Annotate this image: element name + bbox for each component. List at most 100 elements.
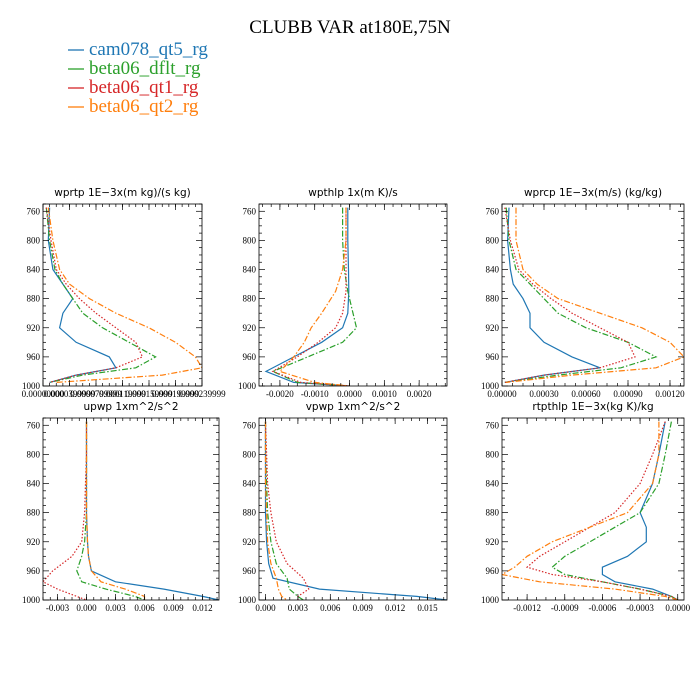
series-0-0 — [47, 207, 117, 383]
chart-title: CLUBB VAR at180E,75N — [249, 17, 451, 38]
ytick-label-5-6: 1000 — [481, 595, 500, 605]
panel-4: vpwp 1xm^2/s^276080084088092096010000.00… — [238, 401, 448, 613]
xtick-label-0-1: 0.0000399999 — [44, 389, 96, 399]
ytick-label-1-4: 920 — [243, 323, 257, 333]
xtick-label-0-5: 0.000199999 — [152, 389, 200, 399]
panel-title-4: vpwp 1xm^2/s^2 — [306, 401, 401, 413]
xtick-label-3-0: -0.003 — [46, 603, 70, 613]
xtick-label-1-3: 0.0010 — [372, 389, 397, 399]
legend-label-3: beta06_qt2_rg — [89, 96, 199, 117]
series-4-0 — [264, 421, 447, 600]
ytick-label-0-3: 880 — [27, 294, 41, 304]
panel-frame-2 — [501, 203, 685, 387]
xtick-label-5-0: -0.0012 — [513, 603, 541, 613]
ytick-label-0-1: 800 — [27, 235, 41, 245]
legend-label-0: cam078_qt5_rg — [89, 39, 208, 60]
ytick-label-1-1: 800 — [243, 235, 257, 245]
xtick-label-4-3: 0.009 — [353, 603, 374, 613]
ytick-label-1-3: 880 — [243, 294, 257, 304]
xtick-label-3-3: 0.006 — [134, 603, 155, 613]
xtick-label-5-2: -0.0006 — [589, 603, 617, 613]
ytick-label-3-1: 800 — [27, 449, 41, 459]
ytick-label-4-5: 960 — [243, 566, 257, 576]
ytick-label-5-3: 880 — [486, 508, 500, 518]
series-3-2 — [43, 421, 88, 600]
ytick-label-3-0: 760 — [27, 420, 41, 430]
xtick-label-4-2: 0.006 — [320, 603, 341, 613]
ytick-label-3-2: 840 — [27, 479, 41, 489]
legend-label-1: beta06_dflt_rg — [89, 58, 201, 79]
series-3-3 — [85, 421, 146, 600]
ytick-label-1-6: 1000 — [238, 381, 257, 391]
panel-frame-4 — [258, 417, 448, 601]
panel-2: wprcp 1E−3x(m/s) (kg/kg) 760 800 840 880 920 9… — [481, 187, 685, 399]
ytick-label-4-6: 1000 — [238, 595, 257, 605]
ytick-label-0-2: 840 — [27, 265, 41, 275]
xtick-label-5-3: -0.0003 — [626, 603, 654, 613]
ytick-label-2-5: 960 — [486, 352, 500, 362]
xtick-label-1-0: -0.0020 — [266, 389, 294, 399]
series-2-0 — [504, 207, 601, 383]
xtick-label-1-1: -0.0010 — [301, 389, 329, 399]
legend-label-2: beta06_qt1_rg — [89, 77, 199, 98]
ytick-label-2-0: 760 — [486, 206, 500, 216]
panel-frame-0 — [42, 203, 203, 387]
xtick-label-1-2: 0.0000 — [337, 389, 362, 399]
legend: cam078_qt5_rgbeta06_dflt_rgbeta06_qt1_rg… — [68, 39, 208, 117]
series-2-2 — [504, 207, 636, 383]
xtick-label-5-4: 0.0000 — [665, 603, 690, 613]
series-1-0 — [264, 207, 350, 386]
ytick-label-2-6: 1000 — [481, 381, 500, 391]
ytick-label-4-3: 880 — [243, 508, 257, 518]
panel-title-3: upwp 1xm^2/s^2 — [84, 401, 179, 413]
series-3-0 — [85, 421, 219, 600]
xtick-label-2-3: 0.00090 — [613, 389, 643, 399]
ytick-label-1-2: 840 — [243, 265, 257, 275]
xtick-label-0-2: 0.0000799999 — [70, 389, 122, 399]
panel-title-0: wprtp 1E−3x(m kg)/(s kg) — [54, 187, 191, 199]
xtick-label-2-2: 0.00060 — [571, 389, 601, 399]
xtick-label-4-0: 0.000 — [255, 603, 276, 613]
xtick-label-2-4: 0.00120 — [655, 389, 685, 399]
ytick-label-2-4: 920 — [486, 323, 500, 333]
xtick-label-4-1: 0.003 — [288, 603, 309, 613]
series-2-3 — [506, 207, 684, 383]
ytick-label-4-0: 760 — [243, 420, 257, 430]
ytick-label-3-4: 920 — [27, 537, 41, 547]
panel-frame-1 — [258, 203, 448, 387]
ytick-label-5-4: 920 — [486, 537, 500, 547]
ytick-label-0-6: 1000 — [22, 381, 41, 391]
ytick-label-4-2: 840 — [243, 479, 257, 489]
panel-frame-3 — [42, 417, 220, 601]
ytick-label-1-0: 760 — [243, 206, 257, 216]
series-5-3 — [502, 421, 678, 600]
series-1-1 — [271, 207, 358, 386]
panel-5: rtpthlp 1E−3x(kg K)/kg 760 800 840 880 920 960… — [481, 401, 691, 613]
ytick-label-2-3: 880 — [486, 294, 500, 304]
ytick-label-4-4: 920 — [243, 537, 257, 547]
ytick-label-2-1: 800 — [486, 235, 500, 245]
xtick-label-0-0: 0.00000000 — [22, 389, 65, 399]
ytick-label-3-3: 880 — [27, 508, 41, 518]
series-0-3 — [47, 207, 202, 383]
xtick-label-4-5: 0.015 — [417, 603, 438, 613]
xtick-label-3-4: 0.009 — [163, 603, 184, 613]
xtick-label-3-2: 0.003 — [105, 603, 126, 613]
ytick-label-5-5: 960 — [486, 566, 500, 576]
xtick-label-5-1: -0.0009 — [551, 603, 579, 613]
panel-title-5: rtpthlp 1E−3x(kg K)/kg — [532, 401, 653, 413]
xtick-label-0-6: 0.000239999 — [178, 389, 226, 399]
panel-1: wpthlp 1x(m K)/s 760 800 840 880 920 960 1000 -0… — [238, 187, 448, 399]
series-5-2 — [525, 421, 678, 600]
ytick-label-5-1: 800 — [486, 449, 500, 459]
ytick-label-1-5: 960 — [243, 352, 257, 362]
panel-0: wprtp 1E−3x(m kg)/(s kg) 760 800 840 880 920 9… — [22, 187, 227, 399]
ytick-label-3-5: 960 — [27, 566, 41, 576]
ytick-label-0-4: 920 — [27, 323, 41, 333]
ytick-label-0-5: 960 — [27, 352, 41, 362]
ytick-label-5-2: 840 — [486, 479, 500, 489]
series-2-1 — [504, 207, 658, 383]
xtick-label-0-4: 0.000159999 — [125, 389, 173, 399]
ytick-label-5-0: 760 — [486, 420, 500, 430]
